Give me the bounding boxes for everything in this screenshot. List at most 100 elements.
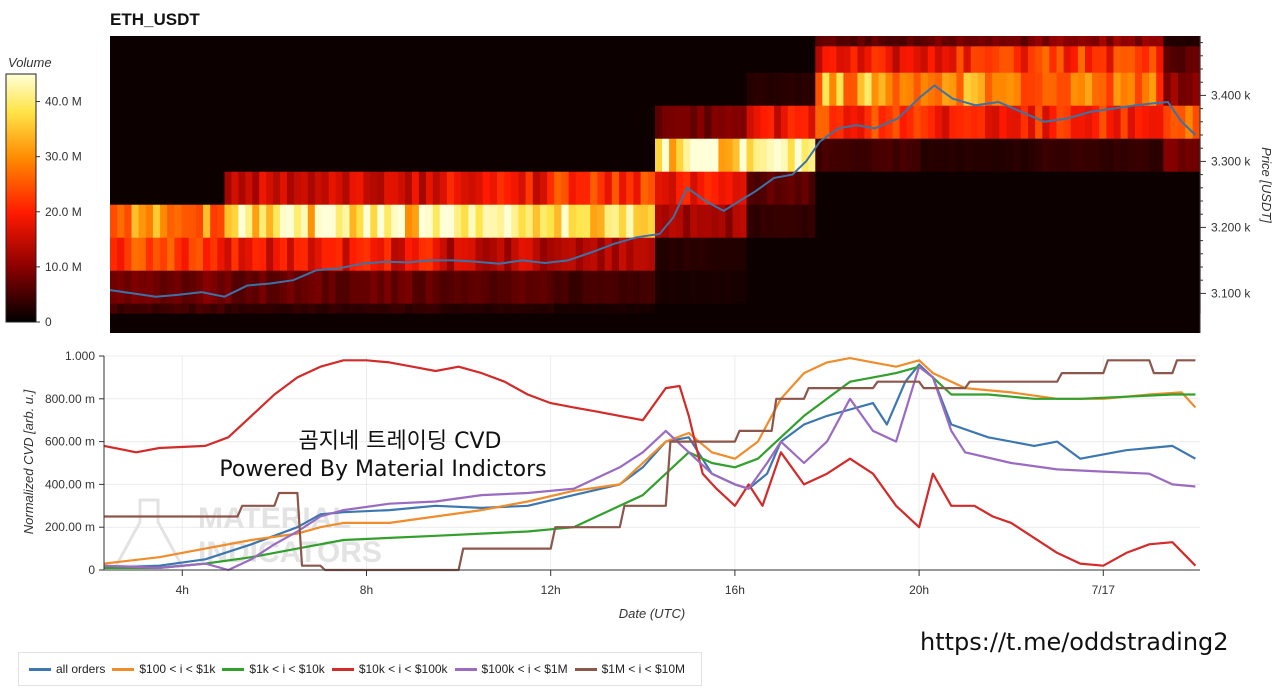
heatmap-cell — [363, 45, 371, 73]
heatmap-cell — [568, 72, 577, 106]
heatmap-cell — [152, 270, 161, 304]
heatmap-cell — [405, 138, 413, 172]
heatmap-cell — [525, 105, 534, 139]
heatmap-cell — [131, 171, 140, 205]
heatmap-cell — [314, 36, 323, 47]
heatmap-cell — [850, 105, 858, 139]
legend-item[interactable]: $100k < i < $1M — [454, 662, 568, 676]
heatmap-cell — [217, 303, 226, 314]
heatmap-cell — [829, 138, 837, 172]
heatmap-cell — [871, 105, 880, 139]
heatmap-cell — [892, 36, 901, 47]
heatmap-cell — [280, 204, 288, 238]
heatmap-cell — [252, 105, 260, 139]
heatmap-cell — [245, 105, 253, 139]
heatmap-cell — [683, 303, 691, 314]
heatmap-cell — [266, 204, 274, 238]
heatmap-cell — [518, 204, 527, 238]
legend-item[interactable]: $100 < i < $1k — [112, 662, 215, 676]
colorbar-tick-label: 20.0 M — [45, 205, 82, 219]
heatmap-cell — [1099, 237, 1107, 271]
telegram-link[interactable]: https://t.me/oddstrading2 — [920, 628, 1229, 656]
heatmap-cell — [626, 204, 634, 238]
heatmap-cell — [697, 36, 705, 47]
heatmap-cell — [1035, 72, 1043, 106]
heatmap-cell — [669, 36, 677, 47]
heatmap-cell — [210, 45, 218, 73]
heatmap-cell — [293, 204, 302, 238]
heatmap-cell — [307, 204, 316, 238]
heatmap-cell — [511, 237, 520, 271]
heatmap-cell — [746, 171, 755, 205]
heatmap-cell — [554, 204, 562, 238]
heatmap-cell — [704, 204, 712, 238]
heatmap-cell — [259, 36, 267, 47]
heatmap-cell — [920, 36, 929, 47]
heatmap-cell — [363, 105, 371, 139]
heatmap-cell — [999, 270, 1008, 304]
heatmap-cell — [822, 36, 830, 47]
heatmap-cell — [167, 45, 175, 73]
heatmap-cell — [732, 45, 741, 73]
heatmap-cell — [1170, 204, 1179, 238]
cvd-y-tick-label: 200.00 m — [45, 520, 95, 534]
heatmap-cell — [985, 237, 993, 271]
heatmap-cell — [195, 36, 204, 47]
heatmap-cell — [647, 303, 656, 314]
heatmap-cell — [1113, 204, 1122, 238]
heatmap-cell — [231, 171, 239, 205]
heatmap-cell — [836, 303, 844, 314]
heatmap-cell — [210, 72, 218, 106]
heatmap-cell — [822, 204, 830, 238]
heatmap-cell — [266, 270, 274, 304]
heatmap-cell — [138, 237, 147, 271]
heatmap-cell — [899, 36, 908, 47]
heatmap-cell — [174, 36, 183, 47]
heatmap-cell — [977, 36, 986, 47]
heatmap-cell — [245, 303, 253, 314]
heatmap-cell — [992, 72, 1000, 106]
heatmap-cell — [1178, 237, 1186, 271]
heatmap-cell — [117, 36, 125, 47]
heatmap-cell — [342, 270, 350, 304]
heatmap-cell — [655, 303, 663, 314]
heatmap-cell — [1070, 270, 1079, 304]
heatmap-cell — [753, 204, 761, 238]
heatmap-cell — [335, 138, 344, 172]
heatmap-cell — [999, 138, 1008, 172]
heatmap-cell — [704, 45, 712, 73]
heatmap-cell — [934, 138, 943, 172]
heatmap-cell — [1106, 45, 1115, 73]
heatmap-cell — [1113, 36, 1122, 47]
heatmap-cell — [583, 204, 591, 238]
heatmap-cell — [547, 72, 555, 106]
heatmap-cell — [293, 171, 302, 205]
heatmap-cell — [1077, 270, 1086, 304]
heatmap-cell — [300, 105, 309, 139]
heatmap-cell — [1192, 270, 1201, 304]
heatmap-cell — [468, 171, 477, 205]
heatmap-cell — [850, 237, 858, 271]
heatmap-cell — [405, 105, 413, 139]
heatmap-cell — [287, 36, 295, 47]
legend-item[interactable]: $1k < i < $10k — [222, 662, 325, 676]
heatmap-cell — [1035, 270, 1043, 304]
legend-item[interactable]: $1M < i < $10M — [574, 662, 685, 676]
heatmap-cell — [662, 303, 670, 314]
heatmap-cell — [604, 303, 613, 314]
heatmap-cell — [690, 36, 698, 47]
heatmap-cell — [1006, 204, 1015, 238]
heatmap-cell — [152, 303, 161, 314]
legend-item[interactable]: all orders — [29, 662, 105, 676]
heatmap-cell — [174, 105, 183, 139]
heatmap-cell — [259, 45, 267, 73]
legend-item[interactable]: $10k < i < $100k — [331, 662, 448, 676]
heatmap-cell — [1156, 105, 1164, 139]
heatmap-cell — [669, 72, 677, 106]
heatmap-cell — [985, 171, 993, 205]
heatmap-cell — [647, 270, 656, 304]
heatmap-cell — [391, 45, 399, 73]
heatmap-cell — [725, 171, 734, 205]
heatmap-cell — [293, 45, 302, 73]
heatmap-cell — [377, 237, 385, 271]
